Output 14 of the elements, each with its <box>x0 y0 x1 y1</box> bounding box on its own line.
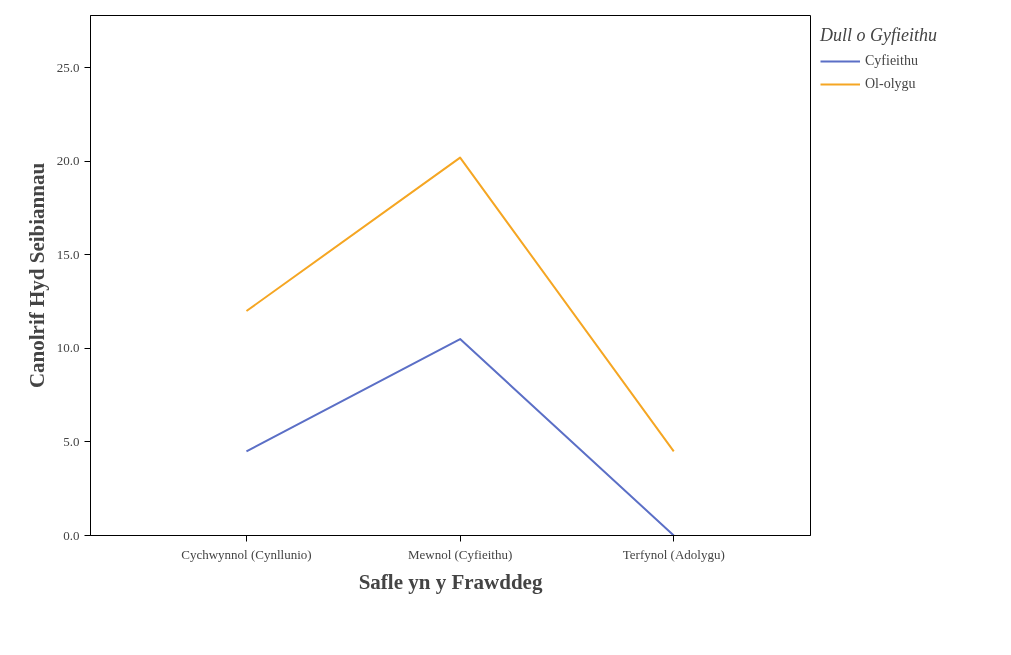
legend-label: Cyfieithu <box>865 53 918 69</box>
x-tick-label: Terfynol (Adolygu) <box>622 546 725 562</box>
x-axis-title: Safle yn y Frawddeg <box>358 569 543 594</box>
y-axis-title: Canolrif Hyd Seibiannau <box>24 162 49 389</box>
y-tick-label: 10.0 <box>56 340 80 356</box>
x-tick-label: Mewnol (Cyfieithu) <box>407 546 513 562</box>
x-tick-label: Cychwynnol (Cynllunio) <box>181 546 312 562</box>
y-tick-label: 0.0 <box>63 527 80 543</box>
y-tick-label: 20.0 <box>56 153 80 169</box>
legend-title: Dull o Gyfieithu <box>820 25 937 46</box>
y-tick-label: 15.0 <box>56 246 80 262</box>
y-tick-label: 25.0 <box>56 59 80 75</box>
legend-label: Ol-olygu <box>865 76 916 92</box>
y-tick-label: 5.0 <box>63 433 80 449</box>
